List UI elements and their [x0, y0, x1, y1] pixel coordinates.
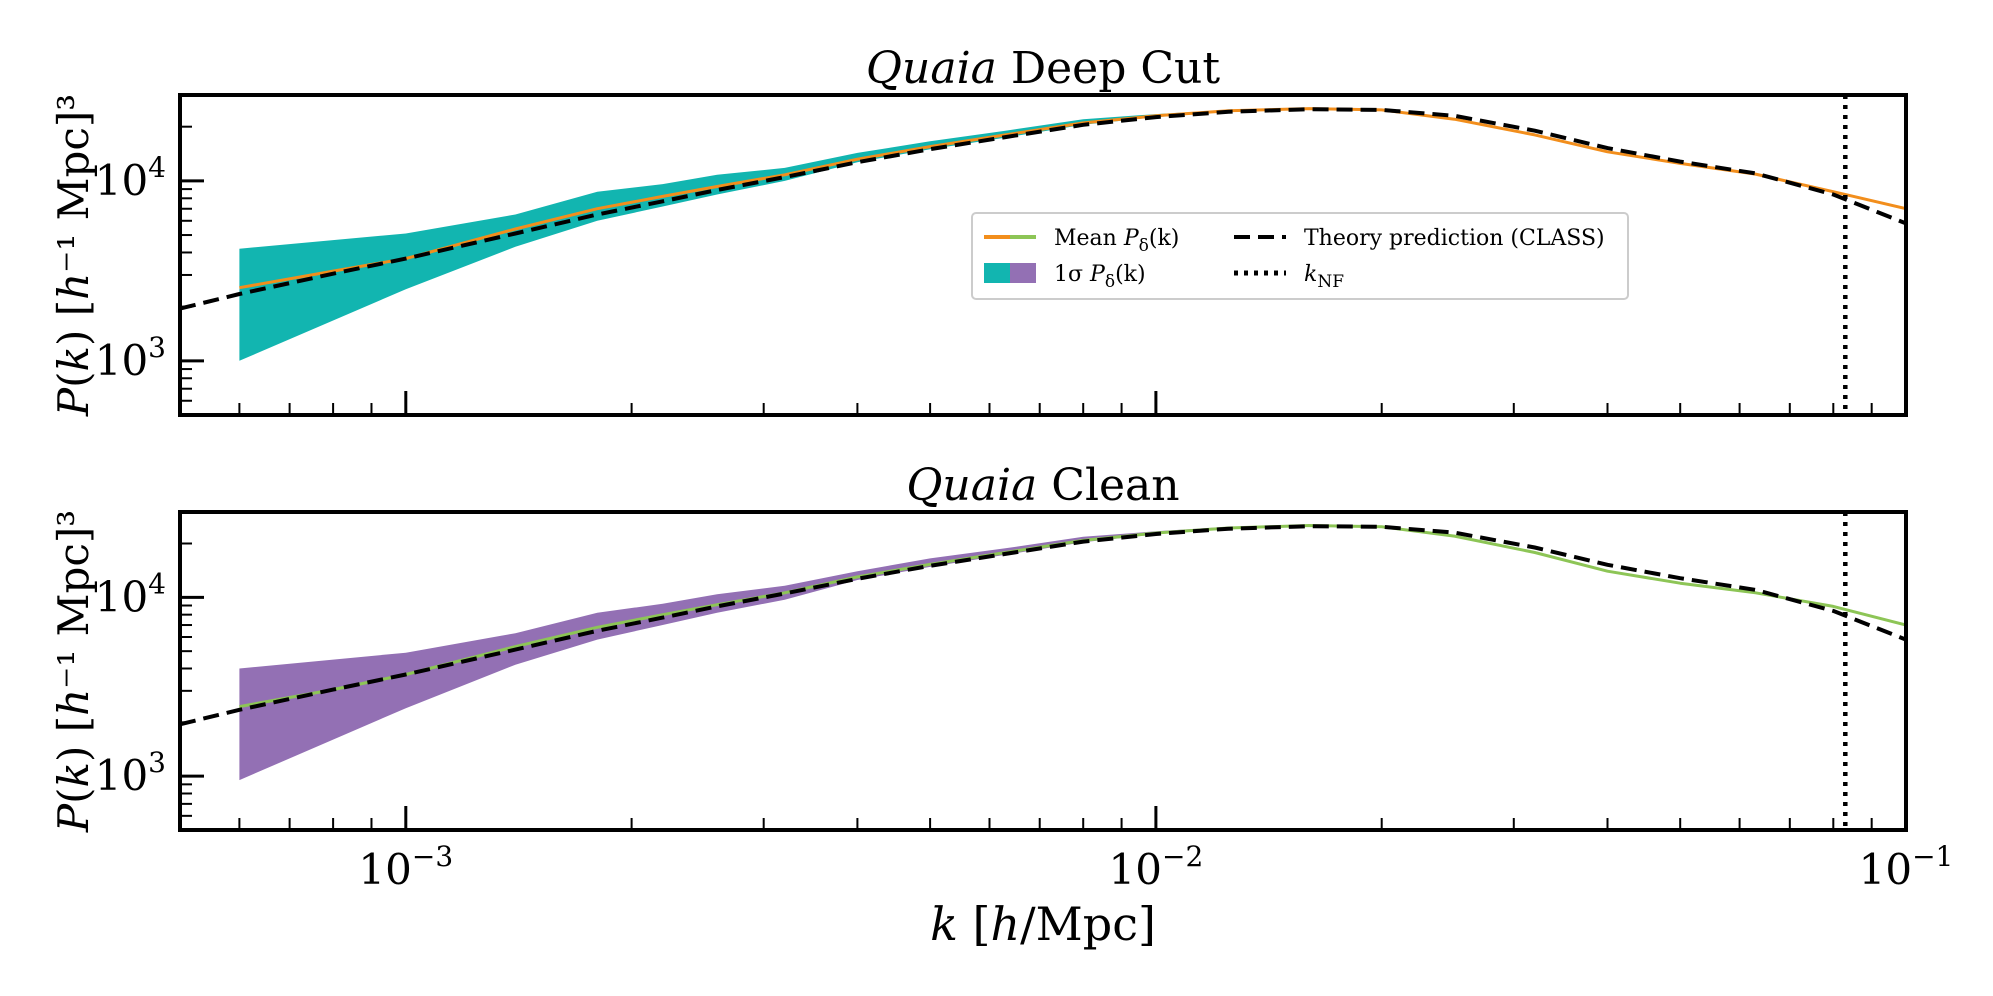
legend-label: Mean Pδ(k): [1054, 226, 1179, 256]
x-axis-label: k [h/Mpc]: [930, 897, 1156, 951]
mean-power-spectrum-line: [239, 524, 1906, 709]
y-ticks: [180, 94, 204, 416]
y-axis-label: P(k) [h⁻¹ Mpc]³: [49, 510, 98, 833]
y-tick-label: 103: [95, 746, 166, 800]
y-tick-label: 103: [95, 331, 166, 385]
legend: Mean Pδ(k) Theory prediction (CLASS) 1σ Pδ…: [971, 212, 1629, 300]
sigma-band: [239, 108, 1309, 361]
legend-label: Theory prediction (CLASS): [1304, 226, 1605, 251]
x-tick-label: 10−3: [358, 840, 453, 894]
sigma-band: [239, 524, 1309, 781]
x-axis: 10−3 10−2 10−1 k [h/Mpc]: [358, 840, 1953, 951]
y-tick-label: 104: [95, 567, 166, 621]
legend-entry-knf: kNF: [1234, 262, 1344, 292]
plot-area: [180, 95, 1906, 415]
x-ticks: [179, 391, 1908, 415]
legend-entry-theory: Theory prediction (CLASS): [1234, 226, 1605, 251]
x-tick-label: 10−2: [1109, 840, 1204, 894]
panel-1: 103 104 Quaia Deep Cut P(k) [h⁻¹ Mpc]³: [49, 43, 1908, 417]
y-axis-label: P(k) [h⁻¹ Mpc]³: [49, 94, 98, 417]
theory-prediction-line: [180, 524, 1906, 727]
panel-frame: [178, 510, 1908, 832]
theory-prediction-line: [180, 107, 1906, 311]
legend-label: kNF: [1304, 262, 1344, 292]
panel-title: Quaia Clean: [906, 460, 1179, 511]
x-tick-label: 10−1: [1859, 840, 1954, 894]
y-tick-label: 104: [95, 151, 166, 205]
y-ticks: [180, 511, 204, 831]
x-ticks: [179, 806, 1908, 830]
legend-entry-band: 1σ Pδ(k): [984, 262, 1146, 292]
panel-title: Quaia Deep Cut: [866, 43, 1220, 94]
legend-entry-mean: Mean Pδ(k): [984, 226, 1179, 256]
plot-area: [180, 512, 1906, 830]
panel-frame: [178, 93, 1908, 417]
panel-2: 103 104 Quaia Clean P(k) [h⁻¹ Mpc]³: [49, 460, 1908, 833]
legend-label: 1σ Pδ(k): [1054, 262, 1146, 292]
legend-box: [971, 212, 1629, 300]
